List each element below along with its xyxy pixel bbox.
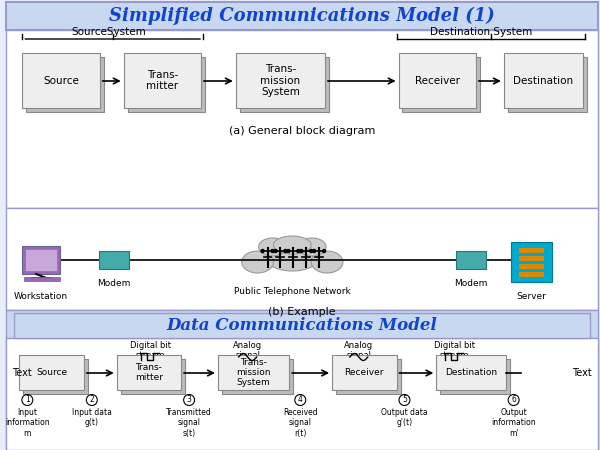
FancyBboxPatch shape (121, 359, 185, 394)
Ellipse shape (265, 243, 320, 271)
Circle shape (22, 395, 33, 405)
Ellipse shape (311, 251, 343, 273)
FancyBboxPatch shape (14, 313, 590, 338)
FancyBboxPatch shape (25, 277, 60, 281)
FancyBboxPatch shape (518, 264, 544, 269)
FancyBboxPatch shape (25, 249, 57, 271)
FancyBboxPatch shape (511, 242, 553, 282)
FancyBboxPatch shape (222, 359, 293, 394)
Text: Transmitted
signal
s(t): Transmitted signal s(t) (166, 408, 212, 438)
Text: 5: 5 (402, 396, 407, 405)
Text: Input
information
m: Input information m (5, 408, 50, 438)
Text: Received
signal
r(t): Received signal r(t) (283, 408, 317, 438)
FancyBboxPatch shape (19, 355, 84, 390)
FancyBboxPatch shape (436, 355, 506, 390)
FancyBboxPatch shape (218, 355, 289, 390)
Text: Workstation: Workstation (14, 292, 68, 301)
Text: Data Communications Model: Data Communications Model (167, 318, 437, 334)
FancyBboxPatch shape (336, 359, 401, 394)
Circle shape (297, 249, 300, 252)
FancyBboxPatch shape (240, 57, 329, 112)
Text: 3: 3 (187, 396, 191, 405)
Text: Receiver: Receiver (415, 76, 460, 86)
FancyBboxPatch shape (518, 256, 544, 261)
Text: Modem: Modem (97, 279, 130, 288)
Circle shape (323, 249, 326, 252)
Text: Source: Source (43, 76, 79, 86)
Text: 6: 6 (511, 396, 516, 405)
FancyBboxPatch shape (22, 246, 60, 274)
Text: Analog
signal: Analog signal (344, 341, 373, 360)
Text: Destination System: Destination System (430, 27, 532, 37)
Text: 4: 4 (298, 396, 302, 405)
FancyBboxPatch shape (7, 310, 598, 450)
FancyBboxPatch shape (504, 53, 583, 108)
FancyBboxPatch shape (124, 53, 201, 108)
Text: Receiver: Receiver (344, 368, 384, 377)
Text: Server: Server (517, 292, 547, 301)
FancyBboxPatch shape (403, 57, 480, 112)
Text: Destination: Destination (514, 76, 574, 86)
Text: Destination: Destination (445, 368, 497, 377)
Text: Trans-
mitter: Trans- mitter (135, 363, 163, 382)
Circle shape (295, 395, 306, 405)
Text: (a) General block diagram: (a) General block diagram (229, 126, 376, 136)
Circle shape (274, 249, 277, 252)
FancyBboxPatch shape (7, 30, 598, 208)
Text: Output data
g'(t): Output data g'(t) (381, 408, 428, 428)
Circle shape (86, 395, 97, 405)
Text: Digital bit
stream: Digital bit stream (130, 341, 171, 360)
FancyBboxPatch shape (99, 251, 128, 269)
Circle shape (508, 395, 519, 405)
Text: Trans-
mission
System: Trans- mission System (236, 358, 271, 387)
FancyBboxPatch shape (332, 355, 397, 390)
FancyBboxPatch shape (7, 2, 598, 30)
Text: 1: 1 (25, 396, 29, 405)
Ellipse shape (274, 236, 311, 254)
Text: (b) Example: (b) Example (268, 307, 336, 317)
Text: Text: Text (13, 368, 32, 378)
Ellipse shape (298, 238, 326, 256)
Text: Simplified Communications Model (1): Simplified Communications Model (1) (109, 7, 495, 25)
Circle shape (399, 395, 410, 405)
Circle shape (261, 249, 264, 252)
FancyBboxPatch shape (398, 53, 476, 108)
FancyBboxPatch shape (128, 57, 205, 112)
Circle shape (184, 395, 194, 405)
Ellipse shape (242, 251, 274, 273)
Text: SourceSystem: SourceSystem (71, 27, 146, 37)
FancyBboxPatch shape (456, 251, 486, 269)
FancyBboxPatch shape (508, 57, 587, 112)
FancyBboxPatch shape (116, 355, 181, 390)
Text: Output
information
m': Output information m' (491, 408, 536, 438)
Text: Public Telephone Network: Public Telephone Network (234, 287, 350, 296)
FancyBboxPatch shape (236, 53, 325, 108)
Circle shape (271, 249, 274, 252)
Text: Input data
g(t): Input data g(t) (72, 408, 112, 428)
FancyBboxPatch shape (518, 272, 544, 277)
Text: 2: 2 (89, 396, 94, 405)
FancyBboxPatch shape (7, 338, 598, 450)
Text: Source: Source (36, 368, 67, 377)
FancyBboxPatch shape (23, 359, 88, 394)
FancyBboxPatch shape (26, 57, 104, 112)
Circle shape (313, 249, 316, 252)
Circle shape (284, 249, 287, 252)
Circle shape (300, 249, 303, 252)
Text: Analog
signal: Analog signal (233, 341, 262, 360)
Text: Digital bit
stream: Digital bit stream (434, 341, 475, 360)
Text: Trans-
mitter: Trans- mitter (146, 70, 178, 91)
FancyBboxPatch shape (7, 208, 598, 310)
FancyBboxPatch shape (22, 53, 100, 108)
Text: Modem: Modem (454, 279, 488, 288)
FancyBboxPatch shape (518, 248, 544, 253)
Ellipse shape (259, 238, 286, 256)
FancyBboxPatch shape (440, 359, 509, 394)
Circle shape (310, 249, 313, 252)
Circle shape (287, 249, 290, 252)
Text: Text: Text (572, 368, 592, 378)
Text: Trans-
mission
System: Trans- mission System (260, 64, 301, 97)
